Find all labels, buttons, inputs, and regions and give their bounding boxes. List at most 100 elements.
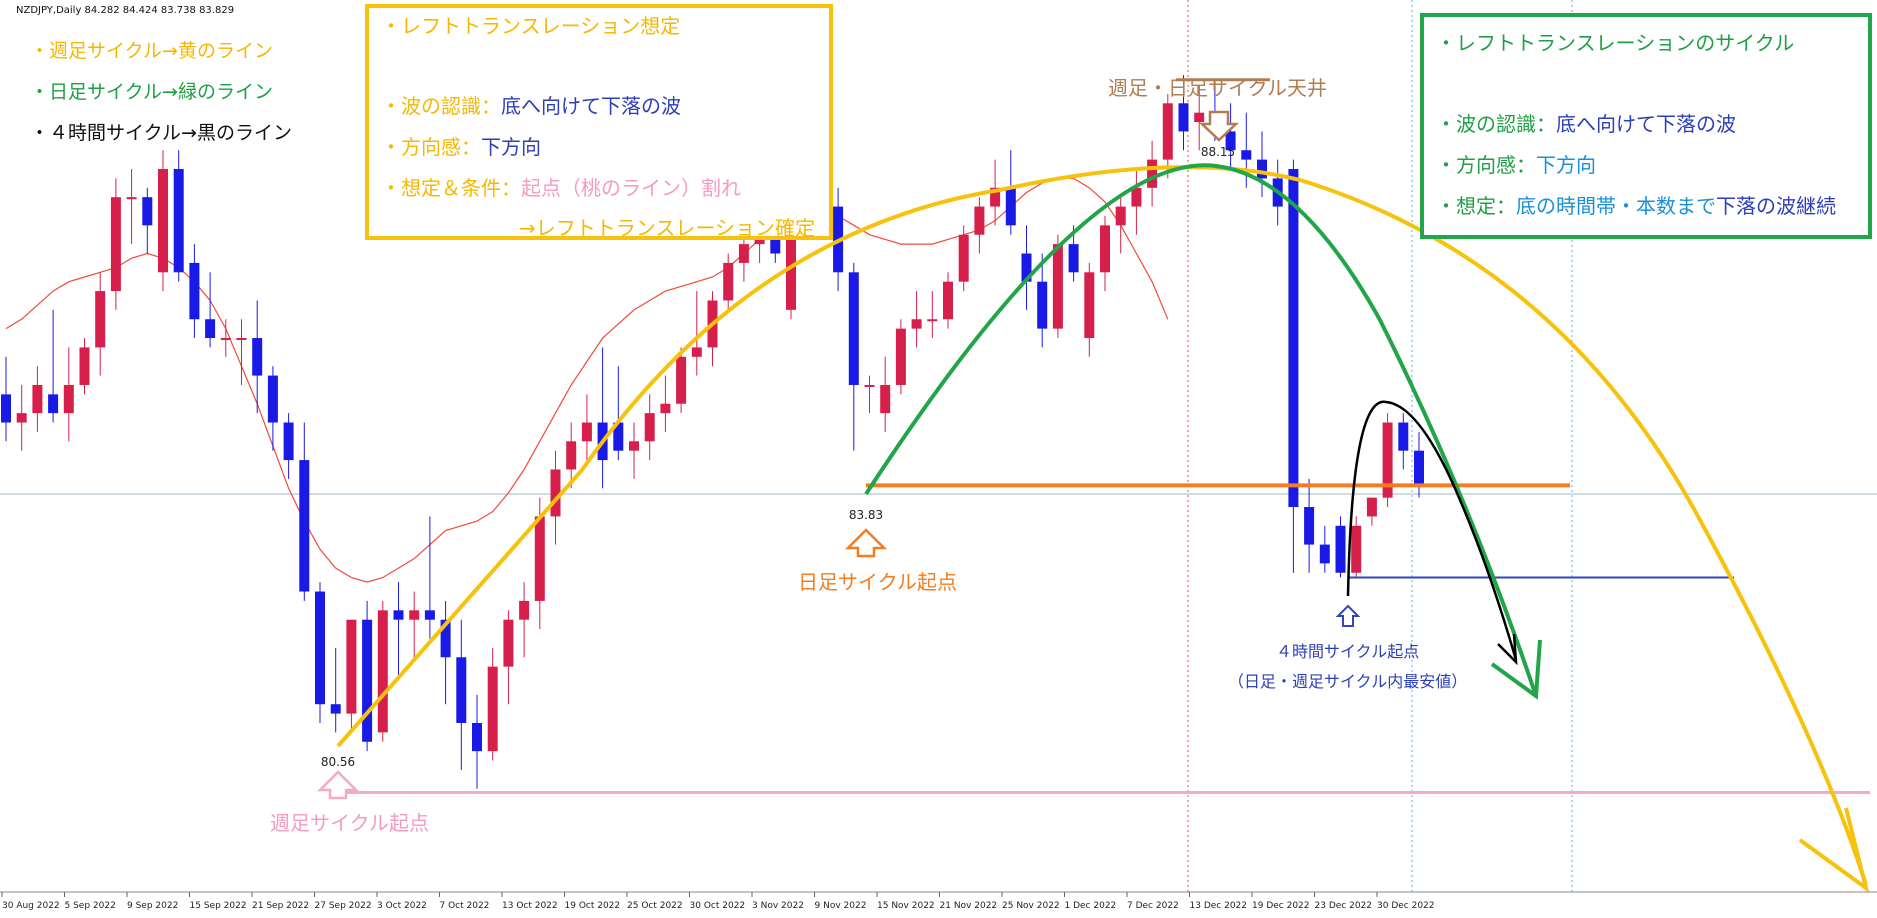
x-tick-label: 19 Oct 2022 bbox=[565, 901, 621, 911]
candle-body bbox=[267, 375, 278, 423]
candle-body bbox=[440, 619, 451, 658]
candle-body bbox=[1021, 253, 1032, 282]
candles bbox=[1, 75, 1424, 789]
candle-body bbox=[864, 384, 875, 387]
x-tick-label: 25 Nov 2022 bbox=[1002, 901, 1060, 911]
h4-origin-arrow bbox=[1335, 604, 1361, 627]
candle-body bbox=[1068, 244, 1079, 273]
x-tick-label: 7 Dec 2022 bbox=[1127, 901, 1179, 911]
candle-body bbox=[330, 704, 341, 714]
candle-body bbox=[472, 722, 482, 752]
x-tick-label: 7 Oct 2022 bbox=[440, 901, 490, 911]
x-tick-label: 13 Oct 2022 bbox=[502, 901, 558, 911]
left-box-confirm: →レフトトランスレーション確定 bbox=[519, 216, 815, 240]
h4-origin-note: （日足・週足サイクル内最安値） bbox=[1228, 672, 1468, 691]
x-tick-label: 27 Sep 2022 bbox=[315, 901, 372, 911]
candle-body bbox=[189, 262, 200, 320]
daily-origin-label: 日足サイクル起点 bbox=[798, 570, 957, 594]
candle-body bbox=[1178, 103, 1189, 132]
candle-body bbox=[1335, 525, 1346, 573]
left-box-dir-label: ・方向感： bbox=[381, 135, 481, 159]
cycle-lines bbox=[316, 78, 1870, 893]
candle-body bbox=[393, 610, 404, 620]
cycle-top-label: 週足・日足サイクル天井 bbox=[1108, 76, 1327, 100]
x-tick-label: 15 Sep 2022 bbox=[190, 901, 247, 911]
candle-body bbox=[63, 384, 74, 414]
candle-body bbox=[1162, 103, 1173, 160]
candle-body bbox=[629, 441, 639, 451]
candle-body bbox=[1351, 525, 1362, 573]
left-box-direction: ・方向感：下方向 bbox=[381, 137, 541, 157]
vertical-grid bbox=[1187, 0, 1573, 892]
candle-body bbox=[1319, 544, 1330, 564]
candle-body bbox=[1414, 450, 1424, 486]
x-axis: 30 Aug 2022 5 Sep 2022 9 Sep 2022 15 Sep 20… bbox=[0, 891, 1877, 911]
candle-body bbox=[1147, 159, 1158, 188]
x-tick-label: 30 Dec 2022 bbox=[1377, 901, 1435, 911]
right-cycle-box: ・レフトトランスレーションのサイクル ・波の認識：底へ向けて下落の波 ・方向感：… bbox=[1420, 13, 1872, 239]
legend-h4: ・４時間サイクル→黒のライン bbox=[30, 122, 292, 144]
left-box-cond-label: ・想定＆条件： bbox=[381, 176, 521, 200]
right-box-assume-value2: 下落の波継続 bbox=[1716, 194, 1836, 218]
candle-body bbox=[786, 215, 796, 310]
candle-body bbox=[1037, 281, 1048, 329]
candle-body bbox=[723, 262, 734, 301]
candle-body bbox=[299, 460, 310, 592]
candle-body bbox=[79, 347, 90, 385]
x-tick-label: 21 Sep 2022 bbox=[252, 901, 309, 911]
left-box-cond-value: 起点（桃のライン）割れ bbox=[521, 176, 741, 200]
x-tick-label: 9 Nov 2022 bbox=[815, 901, 867, 911]
daily-arrow-head bbox=[1490, 639, 1542, 700]
candle-body bbox=[315, 591, 325, 705]
price-label-weekly-low: 80.56 bbox=[321, 755, 355, 769]
candle-body bbox=[943, 281, 953, 320]
candle-body bbox=[424, 610, 435, 620]
candle-body bbox=[503, 619, 514, 667]
candle-body bbox=[1084, 272, 1095, 339]
candle-body bbox=[566, 441, 577, 470]
h4-origin-label: ４時間サイクル起点 bbox=[1276, 642, 1420, 661]
candle-body bbox=[1241, 150, 1252, 160]
candle-body bbox=[32, 384, 43, 414]
candle-body bbox=[550, 469, 561, 517]
candle-body bbox=[1257, 159, 1267, 179]
h4-cycle-curve bbox=[1346, 400, 1518, 661]
candle-body bbox=[1366, 497, 1377, 517]
top-down-arrow bbox=[1198, 110, 1240, 142]
right-box-direction: ・方向感：下方向 bbox=[1436, 155, 1596, 175]
candle-body bbox=[346, 619, 357, 714]
left-box-wave-label: ・波の認識： bbox=[381, 94, 501, 118]
candle-body bbox=[48, 394, 59, 414]
weekly-origin-label: 週足サイクル起点 bbox=[270, 811, 429, 835]
x-tick-label: 30 Oct 2022 bbox=[690, 901, 746, 911]
candle-body bbox=[958, 234, 969, 282]
candle-body bbox=[880, 384, 891, 414]
x-tick-label: 3 Nov 2022 bbox=[752, 901, 804, 911]
x-tick-label: 25 Oct 2022 bbox=[627, 901, 683, 911]
left-box-condition: ・想定＆条件：起点（桃のライン）割れ bbox=[381, 178, 741, 198]
candle-body bbox=[16, 413, 27, 423]
candle-body bbox=[487, 666, 498, 752]
candle-body bbox=[895, 328, 906, 385]
x-tick-label: 3 Oct 2022 bbox=[377, 901, 427, 911]
legend-daily: ・日足サイクル→緑のライン bbox=[30, 81, 273, 103]
candle-body bbox=[236, 338, 247, 341]
h4-arrow-head bbox=[1497, 633, 1518, 666]
left-translation-box: ・レフトトランスレーション想定 ・波の認識：底へ向けて下落の波 ・方向感：下方向… bbox=[365, 4, 833, 240]
right-box-wave-label: ・波の認識： bbox=[1436, 112, 1556, 136]
candle-body bbox=[911, 319, 922, 329]
candle-body bbox=[1100, 225, 1110, 273]
candle-body bbox=[974, 206, 985, 235]
candle-body bbox=[581, 422, 592, 442]
weekly-origin-arrow bbox=[316, 770, 360, 800]
candle-body bbox=[676, 356, 687, 404]
left-box-title: ・レフトトランスレーション想定 bbox=[381, 14, 681, 38]
candle-body bbox=[691, 347, 702, 357]
candle-body bbox=[660, 403, 671, 414]
right-box-assume-value1: 底の時間帯・本数まで bbox=[1516, 194, 1716, 218]
moving-average bbox=[5, 177, 1169, 583]
daily-origin-arrow bbox=[844, 528, 888, 558]
x-tick-label: 5 Sep 2022 bbox=[65, 901, 116, 911]
candle-body bbox=[1005, 187, 1016, 226]
